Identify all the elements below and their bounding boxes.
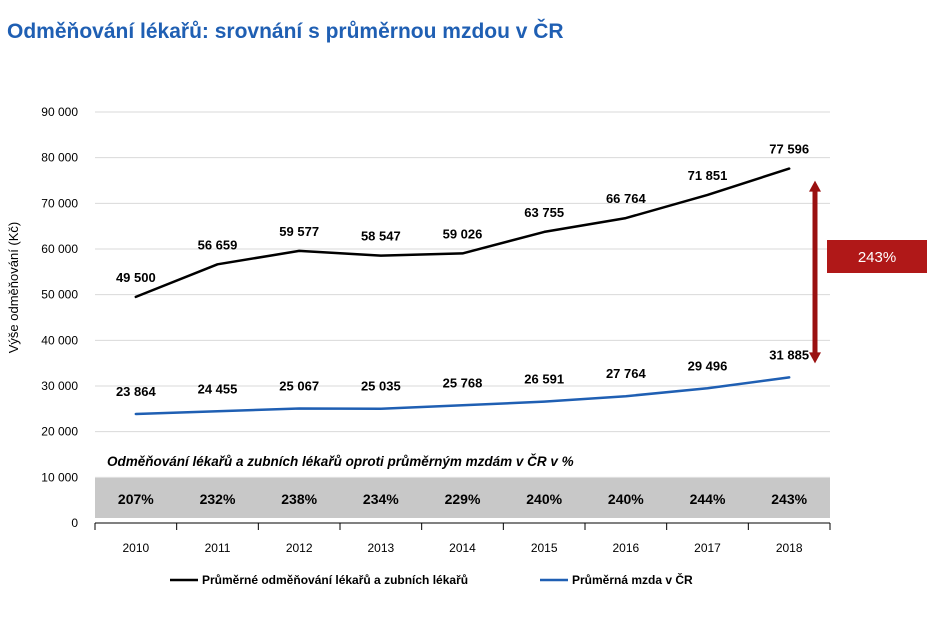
y-tick-label: 0	[71, 516, 78, 530]
ratio-band-background	[95, 478, 830, 518]
y-tick-label: 50 000	[41, 288, 78, 302]
data-label: 71 851	[688, 168, 728, 183]
x-axis: 2010 2011 2012 2013 2014 2015 2016 2017 2018	[94, 522, 831, 555]
annotation-text: 243%	[858, 249, 896, 266]
data-label: 25 067	[279, 379, 319, 394]
ratio-value: 244%	[690, 491, 726, 507]
ratio-value: 243%	[771, 491, 807, 507]
data-label: 23 864	[116, 384, 157, 399]
ratio-value: 207%	[118, 491, 154, 507]
y-axis: 0 10 000 20 000 30 000 40 000 50 000 60 000 70 …	[41, 105, 78, 530]
series-layer: 49 500 56 659 59 577 58 547 59 026 63 755 66 7…	[116, 142, 809, 416]
y-tick-label: 40 000	[41, 333, 78, 347]
ratio-annotation: 243%	[809, 180, 927, 364]
data-label: 25 768	[443, 375, 483, 390]
data-label: 56 659	[198, 237, 238, 252]
data-label: 59 026	[443, 226, 483, 241]
annotation-arrow-head-down	[809, 352, 821, 364]
x-tick-label: 2018	[776, 541, 803, 555]
x-tick-label: 2011	[205, 541, 231, 555]
data-label: 26 591	[524, 372, 564, 387]
data-label: 59 577	[279, 224, 319, 239]
x-tick-label: 2015	[531, 541, 558, 555]
ratio-value: 234%	[363, 491, 399, 507]
y-tick-label: 60 000	[41, 242, 78, 256]
legend-label-average-wage: Průměrná mzda v ČR	[572, 572, 693, 587]
page-title: Odměňování lékařů: srovnání s průměrnou …	[7, 20, 564, 43]
ratio-value: 232%	[200, 491, 236, 507]
x-tick-label: 2010	[122, 541, 149, 555]
x-tick-label: 2013	[367, 541, 394, 555]
data-label: 66 764	[606, 191, 647, 206]
x-tick-label: 2017	[694, 541, 721, 555]
data-label: 77 596	[769, 142, 809, 157]
ratio-value: 229%	[445, 491, 481, 507]
x-tick-label: 2014	[449, 541, 476, 555]
data-label: 29 496	[688, 358, 728, 373]
data-label: 31 885	[769, 347, 809, 362]
data-label: 24 455	[198, 381, 238, 396]
series-line-doctors	[134, 167, 791, 299]
y-tick-label: 20 000	[41, 425, 78, 439]
y-tick-label: 80 000	[41, 151, 78, 165]
x-tick-label: 2012	[286, 541, 313, 555]
data-label: 27 764	[606, 366, 647, 381]
y-axis-label: Výše odměňování (Kč)	[6, 222, 21, 354]
data-label: 58 547	[361, 229, 401, 244]
ratio-value: 240%	[608, 491, 644, 507]
y-tick-label: 90 000	[41, 105, 78, 119]
legend: Průměrné odměňování lékařů a zubních lék…	[170, 572, 693, 587]
y-tick-label: 30 000	[41, 379, 78, 393]
data-label: 25 035	[361, 379, 401, 394]
ratio-value: 240%	[526, 491, 562, 507]
y-tick-label: 70 000	[41, 196, 78, 210]
data-label: 49 500	[116, 270, 156, 285]
annotation-arrow-head-up	[809, 180, 821, 192]
ratio-band: Odměňování lékařů a zubních lékařů oprot…	[95, 454, 830, 518]
x-tick-label: 2016	[612, 541, 639, 555]
series-line-average-wage	[134, 376, 791, 416]
legend-label-doctors: Průměrné odměňování lékařů a zubních lék…	[202, 573, 468, 587]
annotation-box	[827, 240, 927, 273]
y-tick-label: 10 000	[41, 470, 78, 484]
data-label: 63 755	[524, 205, 564, 220]
ratio-band-caption: Odměňování lékařů a zubních lékařů oprot…	[107, 454, 574, 469]
ratio-value: 238%	[281, 491, 317, 507]
